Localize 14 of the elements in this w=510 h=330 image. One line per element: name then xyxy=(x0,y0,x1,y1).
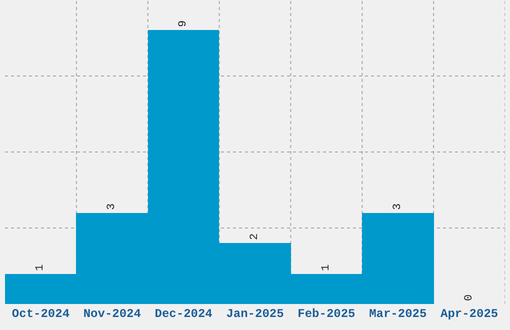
data-label: 9 xyxy=(178,20,190,27)
x-tick-label: Dec-2024 xyxy=(154,307,212,321)
x-tick-label: Oct-2024 xyxy=(12,307,70,321)
data-label: 0 xyxy=(464,294,476,301)
x-tick-label: Apr-2025 xyxy=(440,307,498,321)
x-tick-label: Nov-2024 xyxy=(83,307,141,321)
x-tick-label: Mar-2025 xyxy=(369,307,427,321)
data-label: 1 xyxy=(34,264,46,271)
x-tick-label: Jan-2025 xyxy=(226,307,284,321)
data-label: 3 xyxy=(106,203,118,210)
x-tick-label: Feb-2025 xyxy=(298,307,356,321)
data-label: 2 xyxy=(249,233,261,240)
data-label: 1 xyxy=(320,264,332,271)
data-label: 3 xyxy=(392,203,404,210)
